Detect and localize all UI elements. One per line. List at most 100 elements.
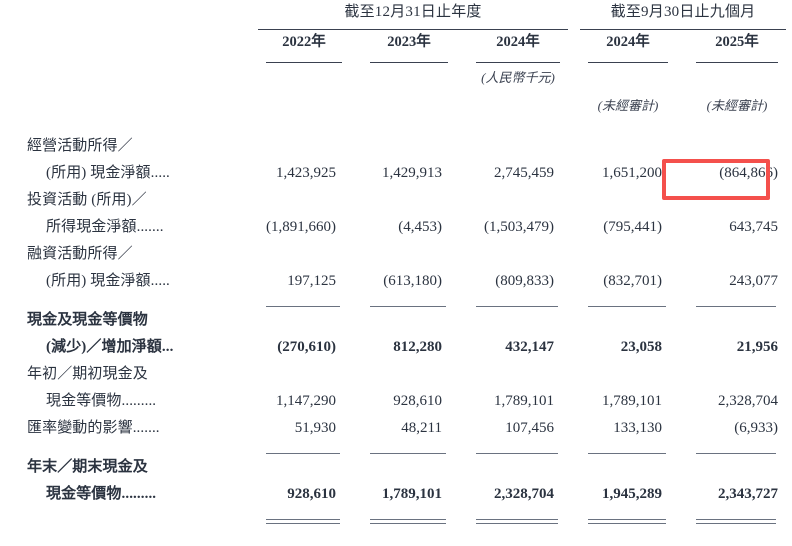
total-rule-2025-interim — [682, 442, 792, 454]
table-row-operating-line1: 經營活動所得／ — [0, 133, 792, 160]
table-row-net-change-line1: 現金及現金等價物 — [0, 307, 792, 334]
cell-net-change-2022: (270,610) — [277, 339, 336, 355]
cell-financing-2025-interim: 243,077 — [729, 273, 779, 289]
cell-net-change-2023: 812,280 — [393, 339, 442, 355]
header-unaudited-row: (未經審計) (未經審計) — [0, 89, 792, 119]
cell-closing-2022: 928,610 — [287, 486, 336, 502]
cell-fx-effect-2025-interim: (6,933) — [734, 420, 779, 436]
year-rule-2024-interim — [574, 54, 682, 63]
row-label-net-change-line2: (減少)／增加淨額... — [46, 339, 174, 355]
subtotal-rule-2022 — [252, 295, 356, 307]
cell-operating-2022: 1,423,925 — [276, 165, 336, 181]
unaudited-blank-2023 — [356, 89, 462, 119]
header-group-annual: 截至12月31日止年度 — [344, 4, 482, 20]
header-year-2025-interim: 2025年 — [715, 34, 759, 50]
cell-operating-2024-interim: 1,651,200 — [602, 165, 662, 181]
row-label-net-change-line1: 現金及現金等價物 — [27, 312, 148, 328]
header-year-row: 2022年 2023年 2024年 2024年 2025年 — [0, 30, 792, 54]
table-row-financing: (所用) 現金淨額..... 197,125 (613,180) (809,83… — [0, 268, 792, 295]
unit-blank-2025i — [682, 63, 792, 89]
table-row-net-change: (減少)／增加淨額... (270,610) 812,280 432,147 2… — [0, 334, 792, 361]
table-row-investing: 所得現金淨額....... (1,891,660) (4,453) (1,503… — [0, 214, 792, 241]
table-row-closing-line1: 年末／期末現金及 — [0, 454, 792, 481]
row-values-spacer-closing — [252, 454, 792, 481]
table-row-opening: 現金等價物......... 1,147,290 928,610 1,789,1… — [0, 388, 792, 415]
cell-opening-2024: 1,789,101 — [494, 393, 554, 409]
row-values-spacer-investing — [252, 187, 792, 214]
cell-investing-2025-interim: 643,745 — [729, 219, 779, 235]
row-values-spacer-opening — [252, 361, 792, 388]
header-group-rule-row — [0, 24, 792, 30]
header-year-rule-row — [0, 54, 792, 63]
unit-spacer — [0, 63, 252, 89]
subtotal-rule-2025-interim — [682, 295, 792, 307]
total-rule-2022 — [252, 442, 356, 454]
cell-fx-effect-2024-interim: 133,130 — [613, 420, 662, 436]
unaudited-note-2024: (未經審計) — [597, 97, 659, 113]
row-values-spacer-operating — [252, 133, 792, 160]
unaudited-spacer — [0, 89, 252, 119]
row-label-fx-effect: 匯率變動的影響....... — [27, 420, 160, 436]
row-label-closing-line2: 現金等價物......... — [46, 486, 157, 502]
year-rule-2024 — [462, 54, 574, 63]
year-rule-2022 — [252, 54, 356, 63]
cell-closing-2025-interim: 2,343,727 — [718, 486, 779, 502]
header-year-2024-interim: 2024年 — [606, 34, 650, 50]
table-row-closing: 現金等價物......... 928,610 1,789,101 2,328,7… — [0, 481, 792, 508]
unit-blank-2023 — [356, 63, 462, 89]
cell-financing-2024: (809,833) — [495, 273, 554, 289]
cell-closing-2023: 1,789,101 — [382, 486, 442, 502]
unaudited-blank-2024 — [462, 89, 574, 119]
unit-blank-2022 — [252, 63, 356, 89]
year-rule-2023 — [356, 54, 462, 63]
table-row-investing-line1: 投資活動 (所用)／ — [0, 187, 792, 214]
header-year-2022: 2022年 — [282, 34, 326, 50]
group-rule-nine-months — [574, 24, 792, 30]
table-row-opening-line1: 年初／期初現金及 — [0, 361, 792, 388]
header-bottom-spacer — [0, 119, 792, 133]
cell-fx-effect-2024: 107,456 — [505, 420, 554, 436]
unaudited-note-2025: (未經審計) — [706, 97, 768, 113]
cell-fx-effect-2022: 51,930 — [294, 420, 336, 436]
cell-opening-2023: 928,610 — [393, 393, 442, 409]
total-rule-2024-interim — [574, 442, 682, 454]
row-values-spacer-net-change — [252, 307, 792, 334]
row-label-financing-line2: (所用) 現金淨額..... — [46, 273, 170, 289]
cell-closing-2024: 2,328,704 — [494, 486, 554, 502]
row-values-spacer-financing — [252, 241, 792, 268]
cell-investing-2023: (4,453) — [398, 219, 442, 235]
year-rule-2025-interim — [682, 54, 792, 63]
table-row-financing-line1: 融資活動所得／ — [0, 241, 792, 268]
row-label-operating-line2: (所用) 現金淨額..... — [46, 165, 170, 181]
grand-total-rule-2023 — [356, 508, 462, 524]
total-rule-2023 — [356, 442, 462, 454]
year-rule-spacer — [0, 54, 252, 63]
row-label-closing-line1: 年末／期末現金及 — [27, 459, 148, 475]
cell-operating-2024: 2,745,459 — [494, 165, 554, 181]
row-label-investing-line1: 投資活動 (所用)／ — [27, 192, 147, 208]
cell-fx-effect-2023: 48,211 — [401, 420, 442, 436]
header-bottom-spacer-row — [0, 119, 792, 133]
header-group-row: 截至12月31日止年度 截至9月30日止九個月 — [0, 0, 792, 24]
subtotal-rule-row-net-change — [0, 295, 792, 307]
cell-net-change-2024-interim: 23,058 — [620, 339, 662, 355]
cell-opening-2025-interim: 2,328,704 — [718, 393, 779, 409]
cell-financing-2024-interim: (832,701) — [603, 273, 662, 289]
group-rule-annual — [252, 24, 574, 30]
grand-total-rule-2025-interim — [682, 508, 792, 524]
subtotal-rule-2024-interim — [574, 295, 682, 307]
grand-total-rule-spacer — [0, 508, 252, 524]
header-year-2024: 2024年 — [496, 34, 540, 50]
subtotal-rule-2023 — [356, 295, 462, 307]
cell-net-change-2025-interim: 21,956 — [736, 339, 779, 355]
cell-investing-2022: (1,891,660) — [266, 219, 336, 235]
cell-net-change-2024: 432,147 — [505, 339, 554, 355]
subtotal-rule-2024 — [462, 295, 574, 307]
header-year-2023: 2023年 — [387, 34, 431, 50]
cell-investing-2024-interim: (795,441) — [603, 219, 662, 235]
row-label-operating-line1: 經營活動所得／ — [27, 138, 133, 154]
cell-closing-2024-interim: 1,945,289 — [602, 486, 662, 502]
grand-total-rule-row — [0, 508, 792, 524]
cell-opening-2022: 1,147,290 — [276, 393, 336, 409]
